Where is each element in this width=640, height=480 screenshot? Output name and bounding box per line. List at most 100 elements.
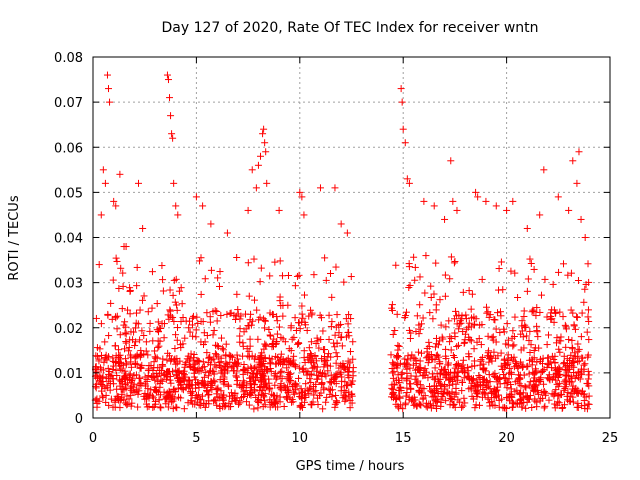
data-point bbox=[147, 386, 155, 394]
data-point bbox=[210, 397, 218, 405]
data-point bbox=[559, 313, 567, 321]
data-point bbox=[461, 338, 469, 346]
data-point bbox=[113, 371, 121, 379]
data-point bbox=[441, 271, 449, 279]
data-point bbox=[150, 358, 158, 366]
data-point bbox=[181, 363, 189, 371]
data-point bbox=[483, 377, 491, 385]
data-point bbox=[246, 391, 254, 399]
data-point bbox=[450, 259, 458, 267]
data-point bbox=[570, 322, 578, 330]
data-point bbox=[301, 291, 309, 299]
data-point bbox=[405, 284, 413, 292]
data-point bbox=[544, 361, 552, 369]
data-point bbox=[276, 257, 284, 265]
data-point bbox=[105, 353, 113, 361]
data-point bbox=[299, 314, 307, 322]
data-point bbox=[213, 351, 221, 359]
data-point bbox=[112, 202, 120, 210]
data-point bbox=[110, 197, 118, 205]
data-point bbox=[98, 392, 106, 400]
data-point bbox=[430, 202, 438, 210]
data-point bbox=[584, 313, 592, 321]
data-point bbox=[257, 360, 265, 368]
data-point bbox=[261, 324, 269, 332]
data-point bbox=[284, 385, 292, 393]
data-point bbox=[122, 323, 130, 331]
data-point bbox=[109, 365, 117, 373]
data-point bbox=[513, 362, 521, 370]
data-point bbox=[223, 367, 231, 375]
data-point bbox=[109, 276, 117, 284]
data-point bbox=[170, 385, 178, 393]
data-point bbox=[193, 313, 201, 321]
data-point bbox=[412, 328, 420, 336]
data-point bbox=[201, 403, 209, 411]
data-point bbox=[172, 360, 180, 368]
data-point bbox=[267, 399, 275, 407]
data-point bbox=[181, 334, 189, 342]
data-point bbox=[194, 366, 202, 374]
points-layer bbox=[91, 71, 593, 413]
data-point bbox=[191, 359, 199, 367]
data-point bbox=[246, 335, 254, 343]
x-tick-label: 20 bbox=[498, 431, 515, 446]
data-point bbox=[446, 275, 454, 283]
data-point bbox=[93, 352, 101, 360]
data-point bbox=[102, 391, 110, 399]
data-point bbox=[421, 371, 429, 379]
data-point bbox=[249, 317, 257, 325]
data-point bbox=[126, 370, 134, 378]
data-point bbox=[118, 305, 126, 313]
data-point bbox=[242, 386, 250, 394]
data-point bbox=[578, 402, 586, 410]
data-point bbox=[556, 348, 564, 356]
data-point bbox=[146, 319, 154, 327]
data-point bbox=[387, 351, 395, 359]
data-point bbox=[456, 317, 464, 325]
data-point bbox=[101, 179, 109, 187]
data-point bbox=[278, 367, 286, 375]
data-point bbox=[186, 388, 194, 396]
data-point bbox=[169, 134, 177, 142]
data-point bbox=[463, 325, 471, 333]
data-point bbox=[498, 395, 506, 403]
data-point bbox=[397, 85, 405, 93]
data-point bbox=[124, 306, 132, 314]
data-point bbox=[451, 333, 459, 341]
data-point bbox=[167, 112, 175, 120]
data-point bbox=[210, 326, 218, 334]
data-point bbox=[316, 184, 324, 192]
data-point bbox=[415, 387, 423, 395]
data-point bbox=[500, 325, 508, 333]
data-point bbox=[219, 369, 227, 377]
data-point bbox=[555, 380, 563, 388]
data-point bbox=[327, 379, 335, 387]
data-point bbox=[254, 335, 262, 343]
data-point bbox=[583, 328, 591, 336]
data-point bbox=[492, 325, 500, 333]
data-point bbox=[580, 298, 588, 306]
data-point bbox=[406, 364, 414, 372]
data-point bbox=[115, 346, 123, 354]
data-point bbox=[125, 343, 133, 351]
data-point bbox=[266, 272, 274, 280]
data-point bbox=[185, 382, 193, 390]
data-point bbox=[575, 148, 583, 156]
data-point bbox=[414, 348, 422, 356]
data-point bbox=[137, 351, 145, 359]
data-point bbox=[117, 264, 125, 272]
data-point bbox=[273, 330, 281, 338]
data-point bbox=[141, 373, 149, 381]
data-point bbox=[454, 341, 462, 349]
data-point bbox=[148, 304, 156, 312]
data-point bbox=[184, 399, 192, 407]
data-point bbox=[201, 338, 209, 346]
data-point bbox=[323, 361, 331, 369]
data-point bbox=[233, 367, 241, 375]
data-point bbox=[437, 402, 445, 410]
data-point bbox=[322, 398, 330, 406]
data-point bbox=[217, 387, 225, 395]
data-point bbox=[528, 308, 536, 316]
data-point bbox=[495, 286, 503, 294]
